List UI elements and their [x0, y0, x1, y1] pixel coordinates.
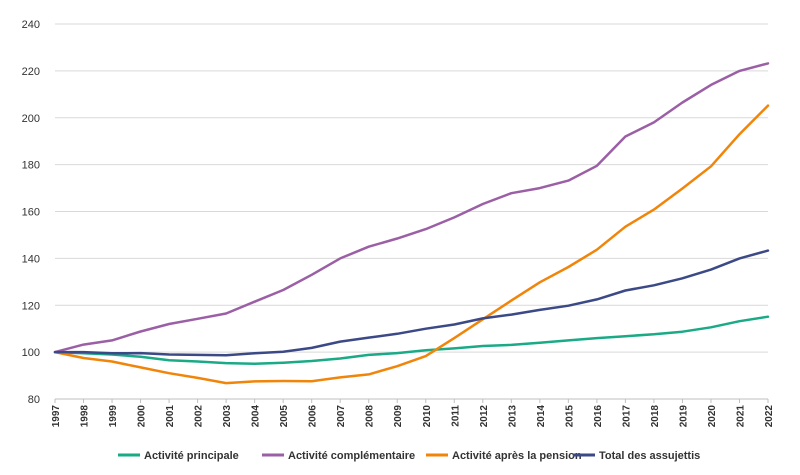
series-line-2 [53, 62, 770, 354]
x-tick-labels: 1997 1998 1999 2000 2001 2002 2003 2004 2005 2006… [51, 405, 775, 428]
x-tick-label: 2002 [194, 405, 205, 428]
x-tick-label: 2008 [365, 405, 376, 428]
x-tick-label: 2007 [336, 405, 347, 428]
x-tick-label: 2015 [564, 405, 575, 428]
x-tick-label: 1999 [108, 405, 119, 428]
y-tick-label: 160 [22, 207, 40, 219]
series-line-3 [53, 104, 770, 385]
series-lines [53, 62, 770, 385]
axes [54, 398, 769, 403]
x-tick-label: 2021 [735, 405, 746, 428]
series-line-1 [53, 315, 770, 366]
x-tick-label: 2018 [650, 405, 661, 428]
y-tick-label: 240 [22, 19, 40, 31]
x-tick-label: 2012 [479, 405, 490, 428]
x-tick-label: 2004 [251, 405, 262, 428]
x-tick-label: 2001 [165, 405, 176, 428]
y-tick-label: 100 [22, 347, 40, 359]
legend-label: Activité principale [144, 450, 239, 462]
legend-label: Total des assujettis [599, 450, 700, 462]
x-tick-label: 2019 [678, 405, 689, 428]
series-line-4 [53, 249, 770, 357]
y-tick-label: 180 [22, 160, 40, 172]
x-tick-label: 2010 [422, 405, 433, 428]
y-tick-label: 140 [22, 253, 40, 265]
legend-label: Activité après la pension [452, 450, 582, 462]
x-tick-label: 2016 [593, 405, 604, 428]
x-tick-label: 1998 [80, 405, 91, 428]
legend-label: Activité complémentaire [288, 450, 415, 462]
grid-lines [55, 23, 768, 353]
x-tick-label: 2014 [536, 405, 547, 428]
x-tick-label: 1997 [51, 405, 62, 428]
y-tick-label: 200 [22, 113, 40, 125]
y-tick-label: 120 [22, 300, 40, 312]
y-tick-label: 80 [28, 394, 40, 406]
x-tick-label: 2005 [279, 405, 290, 428]
x-tick-label: 2011 [450, 405, 461, 427]
y-tick-label: 220 [22, 66, 40, 78]
x-tick-label: 2009 [393, 405, 404, 428]
legend: Activité principale Activité complémentai… [118, 450, 700, 462]
x-tick-label: 2020 [707, 405, 718, 428]
x-tick-label: 2003 [222, 405, 233, 428]
x-tick-label: 2022 [764, 405, 775, 428]
x-tick-label: 2013 [507, 405, 518, 428]
x-tick-label: 2006 [308, 405, 319, 428]
x-tick-label: 2000 [137, 405, 148, 428]
y-tick-labels: 80 100 120 140 160 180 200 220 240 [22, 19, 40, 406]
x-tick-label: 2017 [621, 405, 632, 428]
